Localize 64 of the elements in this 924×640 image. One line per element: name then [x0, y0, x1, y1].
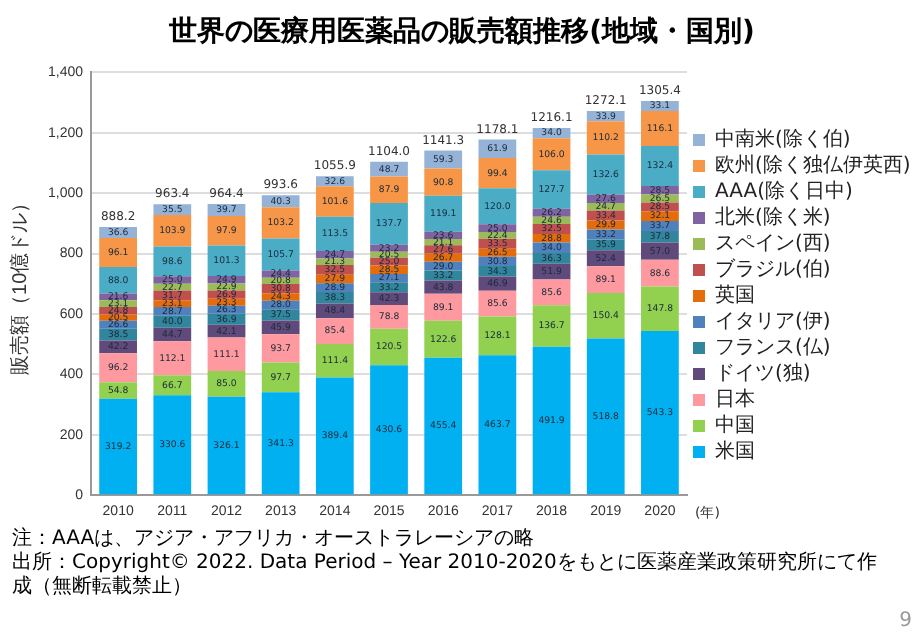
bar [586, 121, 625, 155]
bar [207, 396, 246, 495]
bar [532, 170, 571, 209]
bar [261, 334, 300, 363]
bar [315, 377, 354, 495]
bar [478, 188, 517, 225]
bar [641, 331, 679, 495]
bar [532, 305, 571, 347]
bar [315, 186, 354, 217]
bar [153, 246, 192, 277]
legend-label: 欧州(除く独仏伊英西) [715, 153, 911, 178]
bar [261, 362, 300, 393]
legend-label: イタリア(伊) [715, 311, 831, 334]
bar [153, 341, 192, 376]
bar [641, 110, 679, 147]
bar [424, 320, 463, 358]
bar [641, 286, 679, 332]
legend-label: 米国 [715, 439, 755, 464]
bar [370, 365, 408, 495]
bar [478, 355, 517, 495]
bar [315, 343, 354, 378]
text: 注：AAAは、アジア・アフリカ・オーストラレーシアの略 [12, 528, 537, 551]
bar [424, 168, 463, 196]
bar [641, 146, 679, 187]
bar [478, 316, 517, 356]
bar [532, 346, 571, 495]
bar [153, 395, 192, 495]
bar [478, 158, 517, 189]
bar [153, 215, 192, 247]
bar [261, 238, 300, 271]
legend-label: 日本 [715, 387, 755, 412]
legend-label: 北米(除く米) [715, 205, 831, 230]
legend-label: ブラジル(伯) [715, 257, 831, 282]
bar [207, 215, 246, 246]
bar [99, 353, 138, 383]
y-axis-title: 販売額（10億ドル） [7, 192, 32, 375]
bar [424, 357, 463, 495]
bar [586, 293, 625, 339]
bar [207, 337, 246, 372]
bar [315, 318, 354, 344]
legend-label: AAA(除く日中) [715, 179, 853, 204]
bar [261, 392, 300, 495]
bar [370, 328, 408, 366]
bar [370, 176, 408, 204]
bar [99, 398, 138, 495]
bar [370, 304, 408, 329]
bar [424, 293, 463, 321]
bar [586, 338, 625, 495]
bar [315, 216, 354, 252]
bar [424, 195, 463, 232]
legend-label: スペイン(西) [715, 233, 831, 256]
bar [586, 266, 625, 294]
legend-label: ドイツ(独) [715, 361, 811, 386]
legend-label: 中南米(除く伯) [715, 127, 851, 152]
text: 出所：Copyright© 2022. Data Period – Year 2010-2020をもとに医薬産業政策研究所にて作成（無断転載禁止） [12, 552, 879, 600]
legend-label: 中国 [715, 413, 755, 438]
chart-title: 世界の医療用医薬品の販売額推移(地域・国別) [167, 14, 757, 52]
bar [586, 154, 625, 195]
bar [99, 238, 138, 268]
legend-label: 英国 [715, 283, 755, 308]
bar [261, 207, 300, 239]
text: 9 [899, 610, 912, 632]
bar [370, 203, 408, 245]
legend-label: フランス(仏) [715, 337, 831, 360]
